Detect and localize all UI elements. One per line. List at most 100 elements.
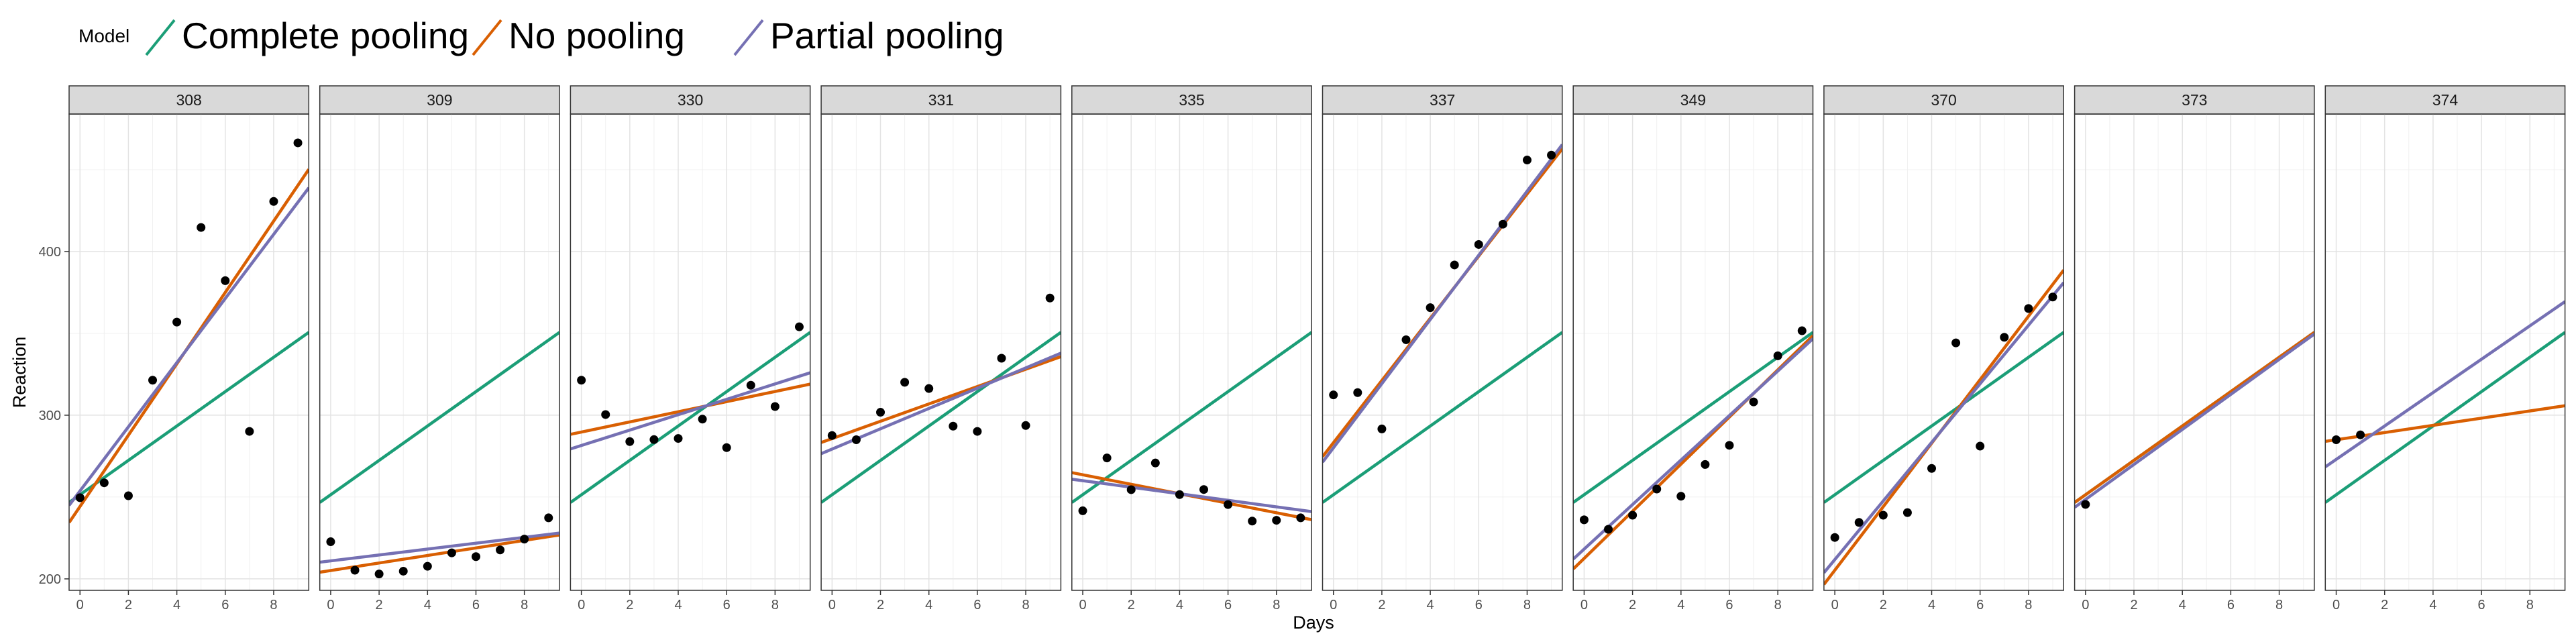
- data-points: [1830, 292, 2057, 542]
- panel-border: [1823, 113, 2064, 591]
- x-tick-label: 2: [376, 598, 383, 612]
- data-point: [1353, 388, 1362, 397]
- x-tick-label: 8: [771, 598, 779, 612]
- strip-370: [1823, 85, 2064, 115]
- data-point: [1272, 516, 1281, 525]
- data-point: [1652, 484, 1662, 494]
- gridlines: [1322, 114, 1562, 590]
- strip-308: [68, 85, 310, 115]
- x-tick-label: 4: [925, 598, 932, 612]
- fit-lines: [2074, 331, 2314, 509]
- partial-pooling-line: [319, 531, 559, 564]
- data-point: [1878, 511, 1888, 520]
- x-tick-label: 8: [1523, 598, 1531, 612]
- data-point: [1078, 506, 1087, 515]
- x-tick-label: 0: [578, 598, 585, 612]
- data-point: [99, 478, 109, 488]
- x-tick-label: 4: [2429, 598, 2436, 612]
- partial-pooling-line: [1573, 337, 1813, 561]
- data-point: [1749, 397, 1758, 407]
- x-tick-label: 2: [125, 598, 132, 612]
- data-point: [770, 402, 780, 411]
- data-points: [827, 293, 1055, 445]
- x-tick-label: 4: [2179, 598, 2186, 612]
- fit-lines: [2325, 300, 2565, 504]
- fit-lines: [570, 331, 810, 504]
- data-point: [2024, 304, 2033, 313]
- legend-title: Model: [78, 25, 129, 46]
- x-tick-label: 8: [270, 598, 277, 612]
- panel-border: [570, 113, 811, 591]
- fit-lines: [1823, 269, 2064, 586]
- data-points: [1329, 150, 1556, 433]
- panel-border: [1071, 113, 1312, 591]
- data-point: [496, 545, 505, 555]
- strip-label: 337: [1430, 91, 1455, 109]
- panel-border: [1572, 113, 1814, 591]
- data-point: [1830, 533, 1839, 542]
- x-tick-label: 8: [2025, 598, 2032, 612]
- data-point: [1951, 338, 1961, 347]
- data-point: [1224, 500, 1233, 509]
- data-point: [794, 322, 804, 331]
- x-tick-label: 8: [1273, 598, 1280, 612]
- data-point: [1199, 485, 1208, 494]
- data-point: [1450, 260, 1459, 270]
- x-tick-label: 0: [1580, 598, 1588, 612]
- fit-lines: [1573, 331, 1813, 570]
- data-point: [221, 276, 230, 285]
- complete-pooling-line: [69, 331, 309, 504]
- x-tick-label: 0: [1079, 598, 1086, 612]
- strip-335: [1071, 85, 1312, 115]
- gridlines: [69, 114, 309, 590]
- data-point: [1522, 156, 1532, 165]
- x-tick-label: 6: [1224, 598, 1232, 612]
- x-tick-label: 0: [828, 598, 836, 612]
- x-tick-label: 2: [1880, 598, 1887, 612]
- legend-label-2: No pooling: [508, 15, 685, 56]
- strip-374: [2324, 85, 2566, 115]
- panel-border: [820, 113, 1062, 591]
- data-point: [625, 437, 635, 446]
- y-tick-label: 400: [39, 245, 61, 260]
- x-tick-label: 6: [1475, 598, 1483, 612]
- x-tick-label: 8: [2526, 598, 2534, 612]
- data-point: [698, 415, 707, 424]
- legend-key-3: [733, 19, 764, 56]
- complete-pooling-line: [570, 331, 810, 504]
- panel-308: 308 0 2 4 6 8 200 300 400: [39, 85, 310, 612]
- data-point: [2000, 333, 2009, 342]
- x-tick-label: 4: [1677, 598, 1684, 612]
- x-tick-label: 2: [1629, 598, 1636, 612]
- y-axis-title: Reaction: [9, 337, 30, 409]
- x-tick-label: 2: [626, 598, 633, 612]
- data-point: [1725, 441, 1734, 450]
- x-tick-label: 2: [2130, 598, 2137, 612]
- fit-lines: [69, 168, 309, 524]
- data-points: [2332, 430, 2365, 445]
- x-tick-label: 8: [1022, 598, 1030, 612]
- x-tick-label: 4: [1928, 598, 1935, 612]
- data-point: [75, 493, 85, 502]
- data-point: [544, 513, 553, 523]
- data-point: [1854, 518, 1864, 527]
- partial-pooling-line: [2325, 300, 2565, 468]
- partial-pooling-line: [2074, 333, 2314, 509]
- partial-pooling-line: [1071, 478, 1312, 513]
- data-point: [1701, 460, 1710, 469]
- strip-label: 373: [2182, 91, 2207, 109]
- panel-374: 374 0 2 4 6 8: [2324, 85, 2566, 612]
- no-pooling-line: [2074, 331, 2314, 504]
- data-point: [722, 443, 731, 452]
- strip-label: 309: [427, 91, 452, 109]
- partial-pooling-line: [821, 352, 1061, 455]
- data-point: [1547, 150, 1556, 160]
- data-point: [1474, 239, 1483, 249]
- complete-pooling-line: [1823, 331, 2064, 504]
- complete-pooling-line: [1071, 331, 1312, 504]
- x-tick-label: 2: [2381, 598, 2388, 612]
- panel-border: [2324, 113, 2566, 591]
- data-points: [577, 322, 804, 452]
